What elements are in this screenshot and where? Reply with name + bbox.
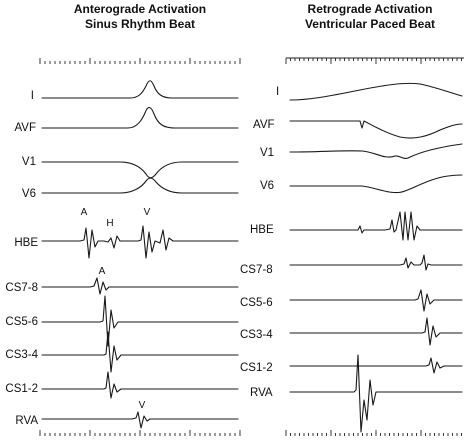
panel-retrograde: Retrograde Activation Ventricular Paced …: [240, 2, 464, 436]
trace-CS1-2: [289, 357, 463, 374]
annotation-A-HBE: A: [81, 207, 88, 218]
annotation-V-HBE: V: [144, 207, 151, 218]
lead-label-RVA: RVA: [250, 387, 273, 399]
trace-CS7-8: [289, 254, 463, 271]
trace-HBE: [289, 211, 463, 241]
trace-RVA: [289, 354, 463, 433]
annotation-V-RVA: V: [139, 400, 146, 411]
lead-label-HBE: HBE: [250, 224, 274, 236]
panel-title-line2: Ventricular Paced Beat: [305, 17, 435, 31]
trace-V1: [41, 161, 239, 179]
trace-CS3-4: [41, 331, 239, 373]
trace-RVA: [41, 411, 239, 429]
trace-AVF: [289, 120, 463, 139]
trace-I: [41, 80, 239, 99]
lead-label-I: I: [276, 86, 279, 98]
lead-label-CS1-2: CS1-2: [240, 362, 273, 374]
timing-ruler-bottom: [285, 430, 462, 436]
trace-AVF: [41, 106, 239, 129]
trace-CS5-6: [289, 289, 463, 312]
annotation-H-HBE: H: [106, 218, 113, 229]
trace-CS7-8: [41, 277, 239, 295]
trace-I: [289, 82, 463, 101]
lead-label-CS5-6: CS5-6: [240, 297, 273, 309]
lead-label-CS3-4: CS3-4: [5, 349, 38, 361]
trace-V6: [289, 174, 463, 194]
lead-label-CS5-6: CS5-6: [5, 316, 38, 328]
trace-CS1-2: [41, 371, 239, 399]
timing-ruler-top: [285, 57, 464, 64]
lead-label-CS1-2: CS1-2: [5, 383, 38, 395]
lead-label-AVF: AVF: [14, 122, 36, 134]
lead-label-V1: V1: [260, 147, 274, 159]
trace-HBE: [41, 225, 239, 259]
lead-label-V6: V6: [22, 188, 36, 200]
lead-label-I: I: [31, 90, 34, 102]
panel-title-line2: Sinus Rhythm Beat: [85, 17, 195, 31]
trace-V1: [289, 143, 463, 159]
lead-label-AVF: AVF: [253, 119, 275, 131]
lead-label-CS3-4: CS3-4: [240, 329, 273, 341]
lead-label-V1: V1: [22, 156, 36, 168]
lead-label-CS7-8: CS7-8: [240, 264, 273, 276]
timing-ruler-top: [39, 58, 241, 64]
annotation-A-CS7-8: A: [99, 266, 106, 277]
panel-anterograde: Anterograde Activation Sinus Rhythm Beat…: [5, 2, 241, 436]
trace-CS5-6: [41, 295, 239, 347]
timing-ruler-bottom: [39, 430, 241, 436]
panel-title-line1: Retrograde Activation: [308, 2, 433, 16]
trace-CS3-4: [289, 317, 463, 346]
panel-title-line1: Anterograde Activation: [74, 2, 206, 16]
trace-V6: [41, 177, 239, 194]
lead-label-RVA: RVA: [15, 415, 38, 427]
lead-label-HBE: HBE: [14, 237, 38, 249]
lead-label-CS7-8: CS7-8: [5, 282, 38, 294]
lead-label-V6: V6: [260, 180, 274, 192]
